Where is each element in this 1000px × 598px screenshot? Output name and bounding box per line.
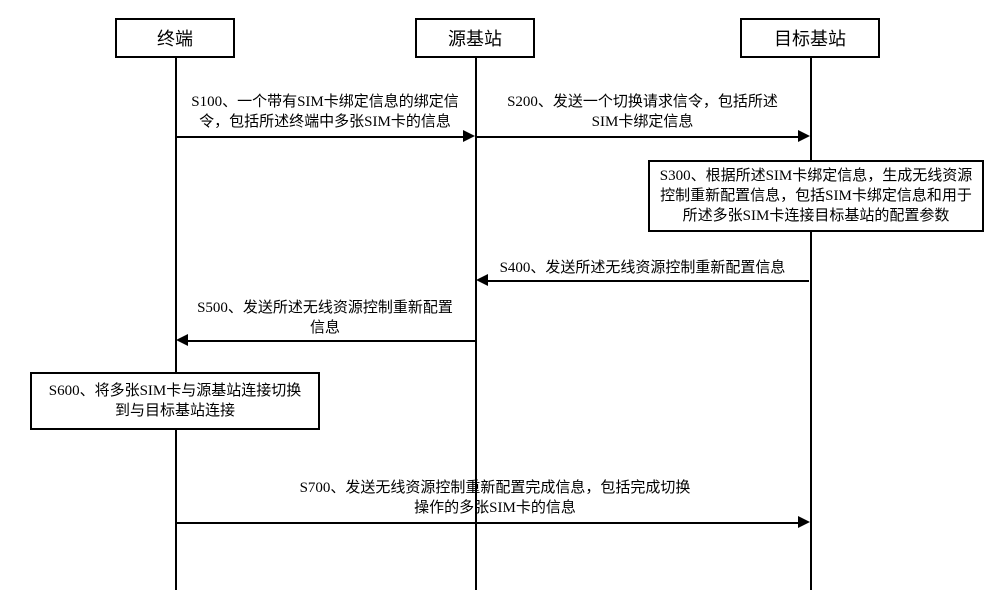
msg-s700-label: S700、发送无线资源控制重新配置完成信息，包括完成切换 操作的多张SIM卡的信… bbox=[265, 478, 725, 519]
msg-s100-label: S100、一个带有SIM卡绑定信息的绑定信 令，包括所述终端中多张SIM卡的信息 bbox=[180, 92, 470, 133]
msg-s500-line bbox=[187, 340, 475, 342]
actor-source-label: 源基站 bbox=[448, 25, 502, 51]
msg-s200-line bbox=[476, 136, 798, 138]
msg-s700-line bbox=[176, 522, 798, 524]
msg-s200-label: S200、发送一个切换请求信令，包括所述 SIM卡绑定信息 bbox=[485, 92, 800, 133]
actor-target: 目标基站 bbox=[740, 18, 880, 58]
note-s300-text: S300、根据所述SIM卡绑定信息，生成无线资源 控制重新配置信息，包括SIM卡… bbox=[660, 166, 973, 227]
msg-s700-arrow bbox=[798, 516, 810, 528]
msg-s100-arrow bbox=[463, 130, 475, 142]
msg-s500-arrow bbox=[176, 334, 188, 346]
msg-s400-label: S400、发送所述无线资源控制重新配置信息 bbox=[485, 258, 800, 278]
note-s600: S600、将多张SIM卡与源基站连接切换 到与目标基站连接 bbox=[30, 372, 320, 430]
msg-s400-arrow bbox=[476, 274, 488, 286]
msg-s200-arrow bbox=[798, 130, 810, 142]
msg-s500-label: S500、发送所述无线资源控制重新配置 信息 bbox=[180, 298, 470, 339]
actor-source: 源基站 bbox=[415, 18, 535, 58]
msg-s100-line bbox=[176, 136, 464, 138]
actor-terminal-label: 终端 bbox=[157, 25, 193, 51]
actor-terminal: 终端 bbox=[115, 18, 235, 58]
msg-s400-line bbox=[487, 280, 809, 282]
note-s300: S300、根据所述SIM卡绑定信息，生成无线资源 控制重新配置信息，包括SIM卡… bbox=[648, 160, 984, 232]
note-s600-text: S600、将多张SIM卡与源基站连接切换 到与目标基站连接 bbox=[49, 381, 302, 422]
actor-target-label: 目标基站 bbox=[774, 25, 846, 51]
sequence-diagram: 终端 源基站 目标基站 S100、一个带有SIM卡绑定信息的绑定信 令，包括所述… bbox=[0, 0, 1000, 598]
lifeline-target bbox=[810, 58, 812, 590]
